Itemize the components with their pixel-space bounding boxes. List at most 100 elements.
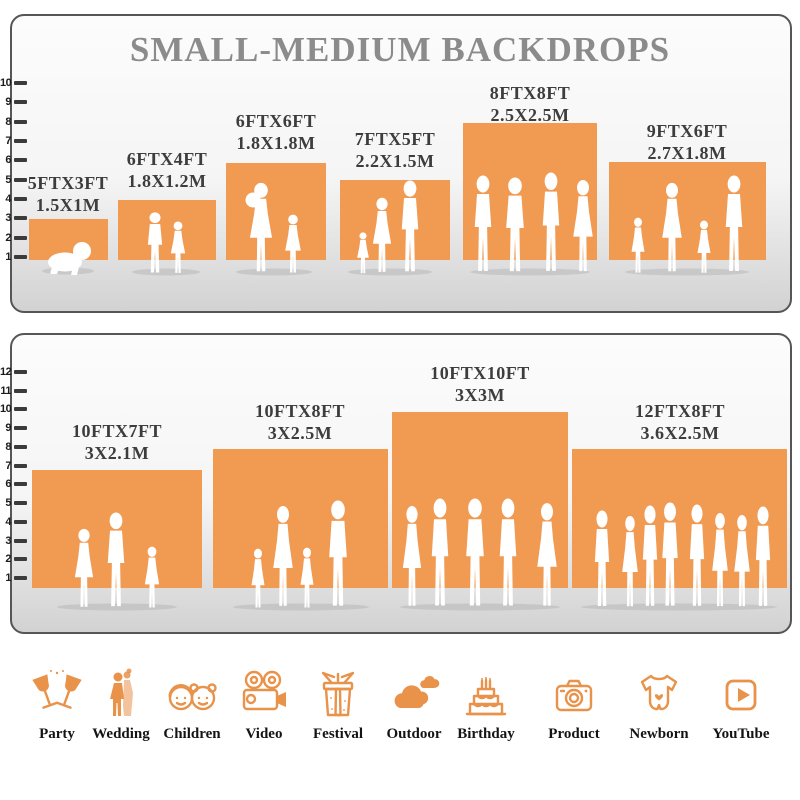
category-label: Newborn <box>629 726 689 742</box>
backdrop-label: 6FTX6FT 1.8X1.8M <box>216 110 336 154</box>
tick-mark <box>14 370 27 374</box>
children-icon <box>168 683 217 711</box>
ruler-tick: 4 <box>0 516 27 528</box>
size-m: 3X2.1M <box>84 443 150 463</box>
youtube-icon <box>725 679 757 711</box>
backdrop-label: 5FTX3FT 1.5X1M <box>8 172 128 216</box>
tick-mark <box>14 426 27 430</box>
size-m: 3X3M <box>455 385 505 405</box>
size-ft: 6FTX6FT <box>235 111 317 131</box>
ruler-tick: 8 <box>0 441 27 453</box>
ruler-tick: 9 <box>0 422 27 434</box>
ruler-number: 12 <box>0 366 12 378</box>
size-ft: 7FTX5FT <box>354 129 436 149</box>
tick-mark <box>14 120 27 124</box>
video-icon <box>242 670 286 711</box>
ruler-tick: 5 <box>0 174 27 186</box>
size-m: 3.6X2.5M <box>640 423 720 443</box>
ruler-tick: 12 <box>0 366 27 378</box>
tick-mark <box>14 464 27 468</box>
ruler-number: 6 <box>5 154 11 166</box>
category-product: Product <box>536 668 612 743</box>
ruler-number: 7 <box>5 460 11 472</box>
tick-mark <box>14 100 27 104</box>
ruler-number: 5 <box>5 174 11 186</box>
ruler-tick: 2 <box>0 553 27 565</box>
backdrop-label: 10FTX7FT 3X2.1M <box>57 420 177 464</box>
category-festival: Festival <box>300 668 376 743</box>
ruler-number: 8 <box>5 441 11 453</box>
ruler-tick: 6 <box>0 154 27 166</box>
size-ft: 8FTX8FT <box>489 83 571 103</box>
ruler-tick: 7 <box>0 460 27 472</box>
size-m: 1.8X1.8M <box>236 133 316 153</box>
people-silhouette <box>57 512 177 611</box>
ruler-number: 6 <box>5 478 11 490</box>
size-ft: 9FTX6FT <box>646 121 728 141</box>
category-label: Children <box>163 726 221 742</box>
backdrop-rect-7x5 <box>340 180 450 260</box>
ruler-tick: 10 <box>0 77 27 89</box>
people-silhouette <box>581 502 777 611</box>
tick-mark <box>14 81 27 85</box>
ruler-number: 2 <box>5 553 11 565</box>
backdrop-rect-6x4 <box>118 200 216 260</box>
ruler-tick: 2 <box>0 232 27 244</box>
size-m: 1.5X1M <box>35 195 101 215</box>
ruler-number: 4 <box>5 516 11 528</box>
ruler-number: 3 <box>5 212 11 224</box>
tick-mark <box>14 557 27 561</box>
ruler-number: 3 <box>5 535 11 547</box>
backdrop-label: 10FTX8FT 3X2.5M <box>240 400 360 444</box>
ruler-tick: 5 <box>0 497 27 509</box>
category-label: Party <box>39 726 75 742</box>
size-m: 2.2X1.5M <box>355 151 435 171</box>
ruler-number: 9 <box>5 96 11 108</box>
ruler-number: 2 <box>5 232 11 244</box>
people-silhouette <box>400 498 560 611</box>
people-silhouette <box>233 500 369 611</box>
backdrop-label: 12FTX8FT 3.6X2.5M <box>610 400 750 444</box>
ruler-number: 10 <box>0 77 12 89</box>
backdrop-label: 9FTX6FT 2.7X1.8M <box>617 120 757 164</box>
size-ft: 12FTX8FT <box>634 401 725 421</box>
newborn-icon <box>640 674 678 711</box>
size-ft: 10FTX8FT <box>254 401 345 421</box>
size-m: 1.8X1.2M <box>127 171 207 191</box>
ruler-number: 1 <box>5 251 11 263</box>
ruler-tick: 4 <box>0 193 27 205</box>
ruler-number: 11 <box>0 385 11 397</box>
ruler-number: 8 <box>5 116 11 128</box>
people-silhouette <box>42 242 94 275</box>
people-silhouette <box>348 180 432 276</box>
tick-mark <box>14 520 27 524</box>
size-ft: 5FTX3FT <box>27 173 109 193</box>
ruler-number: 1 <box>5 572 11 584</box>
tick-mark <box>14 216 27 220</box>
category-label: Product <box>548 726 600 742</box>
ruler-number: 4 <box>5 193 11 205</box>
category-label: YouTube <box>712 726 770 742</box>
party-icon <box>32 670 82 709</box>
category-children: Children <box>154 668 230 743</box>
tick-mark <box>14 197 27 201</box>
ruler-number: 7 <box>5 135 11 147</box>
ruler-tick: 6 <box>0 478 27 490</box>
wedding-icon <box>110 668 133 716</box>
tick-mark <box>14 139 27 143</box>
size-ft: 6FTX4FT <box>126 149 208 169</box>
category-wedding: Wedding <box>83 668 159 743</box>
backdrop-label: 8FTX8FT 2.5X2.5M <box>460 82 600 126</box>
backdrop-label: 10FTX10FT 3X3M <box>410 362 550 406</box>
page-title: SMALL-MEDIUM BACKDROPS <box>129 30 671 69</box>
people-silhouette <box>625 175 749 276</box>
category-label: Festival <box>313 726 363 742</box>
tick-mark <box>14 255 27 259</box>
ruler-number: 10 <box>0 403 12 415</box>
tick-mark <box>14 482 27 486</box>
category-label: Wedding <box>92 726 150 742</box>
ruler-number: 9 <box>5 422 11 434</box>
category-party: Party <box>19 668 95 743</box>
ruler-tick: 8 <box>0 116 27 128</box>
